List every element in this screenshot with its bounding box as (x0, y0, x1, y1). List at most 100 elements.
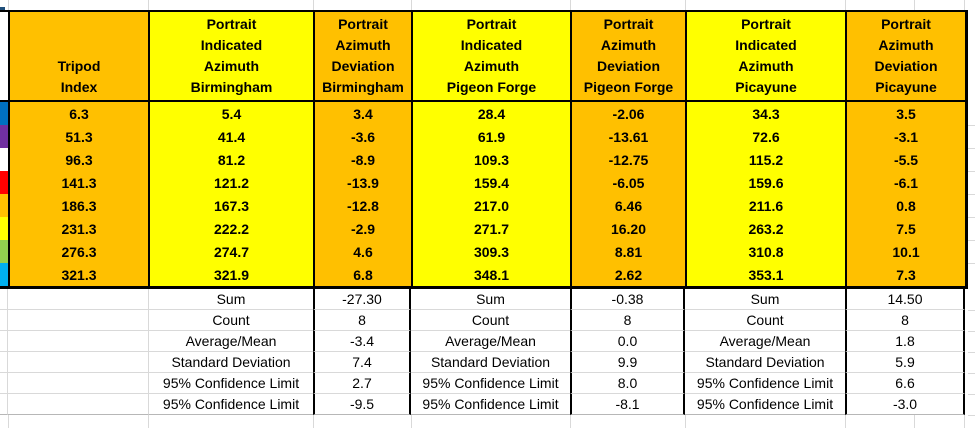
header-cell-indicated-pigeon-forge[interactable]: Portrait Indicated Azimuth Pigeon Forge (411, 12, 570, 102)
summary-value-picayune[interactable]: 5.9 (845, 352, 965, 373)
summary-value-picayune[interactable]: 14.50 (845, 289, 965, 310)
data-cell-tripod[interactable]: 276.3 (8, 240, 148, 263)
data-cell-pf_ind[interactable]: 309.3 (411, 240, 570, 263)
header-cell-deviation-picayune[interactable]: Portrait Azimuth Deviation Picayune (845, 12, 965, 102)
summary-empty-cell[interactable] (8, 310, 148, 331)
data-cell-pc_ind[interactable]: 34.3 (685, 102, 845, 125)
summary-label-picayune[interactable]: 95% Confidence Limit (685, 394, 845, 415)
summary-value-birmingham[interactable]: 7.4 (313, 352, 411, 373)
summary-value-pigeon_forge[interactable]: 9.9 (570, 352, 685, 373)
summary-label-pigeon_forge[interactable]: Count (411, 310, 570, 331)
data-cell-pc_dev[interactable]: -6.1 (845, 171, 965, 194)
data-cell-pf_dev[interactable]: 16.20 (570, 217, 685, 240)
summary-value-picayune[interactable]: 8 (845, 310, 965, 331)
data-cell-pc_dev[interactable]: 7.3 (845, 263, 965, 286)
data-cell-pc_dev[interactable]: -3.1 (845, 125, 965, 148)
header-cell-tripod-index[interactable]: Tripod Index (8, 12, 148, 102)
data-cell-pf_ind[interactable]: 159.4 (411, 171, 570, 194)
data-cell-pf_ind[interactable]: 109.3 (411, 148, 570, 171)
data-cell-pc_dev[interactable]: 7.5 (845, 217, 965, 240)
summary-label-picayune[interactable]: Average/Mean (685, 331, 845, 352)
data-cell-pf_dev[interactable]: -2.06 (570, 102, 685, 125)
summary-label-picayune[interactable]: Standard Deviation (685, 352, 845, 373)
summary-label-pigeon_forge[interactable]: Sum (411, 289, 570, 310)
summary-empty-cell[interactable] (8, 331, 148, 352)
data-cell-pf_dev[interactable]: 2.62 (570, 263, 685, 286)
data-cell-pf_dev[interactable]: -13.61 (570, 125, 685, 148)
data-cell-b_dev[interactable]: -12.8 (313, 194, 411, 217)
data-cell-pc_dev[interactable]: 10.1 (845, 240, 965, 263)
summary-value-picayune[interactable]: 6.6 (845, 373, 965, 394)
data-cell-b_dev[interactable]: 4.6 (313, 240, 411, 263)
data-cell-b_ind[interactable]: 121.2 (148, 171, 313, 194)
header-cell-indicated-picayune[interactable]: Portrait Indicated Azimuth Picayune (685, 12, 845, 102)
summary-label-picayune[interactable]: Sum (685, 289, 845, 310)
data-cell-pf_dev[interactable]: 8.81 (570, 240, 685, 263)
summary-value-picayune[interactable]: -3.0 (845, 394, 965, 415)
summary-value-birmingham[interactable]: -3.4 (313, 331, 411, 352)
data-cell-pc_ind[interactable]: 211.6 (685, 194, 845, 217)
data-cell-pc_ind[interactable]: 263.2 (685, 217, 845, 240)
data-cell-pc_ind[interactable]: 353.1 (685, 263, 845, 286)
summary-label-birmingham[interactable]: Count (148, 310, 313, 331)
data-cell-b_dev[interactable]: -13.9 (313, 171, 411, 194)
summary-label-picayune[interactable]: Count (685, 310, 845, 331)
data-cell-tripod[interactable]: 186.3 (8, 194, 148, 217)
data-cell-tripod[interactable]: 96.3 (8, 148, 148, 171)
data-cell-tripod[interactable]: 141.3 (8, 171, 148, 194)
data-cell-pc_ind[interactable]: 115.2 (685, 148, 845, 171)
row-color-column-header[interactable] (0, 12, 8, 102)
data-cell-b_ind[interactable]: 81.2 (148, 148, 313, 171)
summary-empty-cell[interactable] (8, 394, 148, 415)
data-cell-b_dev[interactable]: -8.9 (313, 148, 411, 171)
data-cell-b_ind[interactable]: 321.9 (148, 263, 313, 286)
summary-label-pigeon_forge[interactable]: Standard Deviation (411, 352, 570, 373)
data-cell-b_ind[interactable]: 5.4 (148, 102, 313, 125)
summary-value-pigeon_forge[interactable]: 0.0 (570, 331, 685, 352)
data-cell-pc_ind[interactable]: 310.8 (685, 240, 845, 263)
summary-value-pigeon_forge[interactable]: -8.1 (570, 394, 685, 415)
data-cell-tripod[interactable]: 6.3 (8, 102, 148, 125)
data-cell-tripod[interactable]: 51.3 (8, 125, 148, 148)
summary-label-picayune[interactable]: 95% Confidence Limit (685, 373, 845, 394)
data-cell-tripod[interactable]: 321.3 (8, 263, 148, 286)
data-cell-pc_dev[interactable]: 3.5 (845, 102, 965, 125)
data-cell-tripod[interactable]: 231.3 (8, 217, 148, 240)
data-cell-pf_ind[interactable]: 271.7 (411, 217, 570, 240)
data-cell-b_ind[interactable]: 167.3 (148, 194, 313, 217)
summary-value-birmingham[interactable]: 8 (313, 310, 411, 331)
data-cell-pf_ind[interactable]: 61.9 (411, 125, 570, 148)
data-cell-pc_ind[interactable]: 159.6 (685, 171, 845, 194)
data-cell-b_dev[interactable]: 6.8 (313, 263, 411, 286)
data-cell-pc_dev[interactable]: 0.8 (845, 194, 965, 217)
summary-value-pigeon_forge[interactable]: -0.38 (570, 289, 685, 310)
header-cell-deviation-pigeon-forge[interactable]: Portrait Azimuth Deviation Pigeon Forge (570, 12, 685, 102)
data-cell-b_ind[interactable]: 41.4 (148, 125, 313, 148)
summary-label-pigeon_forge[interactable]: Average/Mean (411, 331, 570, 352)
summary-value-birmingham[interactable]: 2.7 (313, 373, 411, 394)
data-cell-pf_dev[interactable]: 6.46 (570, 194, 685, 217)
summary-label-birmingham[interactable]: Average/Mean (148, 331, 313, 352)
summary-empty-cell[interactable] (8, 352, 148, 373)
data-cell-b_ind[interactable]: 222.2 (148, 217, 313, 240)
summary-value-pigeon_forge[interactable]: 8.0 (570, 373, 685, 394)
summary-empty-cell[interactable] (8, 373, 148, 394)
data-cell-pf_ind[interactable]: 28.4 (411, 102, 570, 125)
data-cell-pf_ind[interactable]: 348.1 (411, 263, 570, 286)
header-cell-indicated-birmingham[interactable]: Portrait Indicated Azimuth Birmingham (148, 12, 313, 102)
data-cell-b_dev[interactable]: 3.4 (313, 102, 411, 125)
data-cell-b_dev[interactable]: -3.6 (313, 125, 411, 148)
summary-label-birmingham[interactable]: Sum (148, 289, 313, 310)
summary-empty-cell[interactable] (8, 289, 148, 310)
data-cell-pf_ind[interactable]: 217.0 (411, 194, 570, 217)
data-cell-pc_ind[interactable]: 72.6 (685, 125, 845, 148)
data-cell-b_dev[interactable]: -2.9 (313, 217, 411, 240)
summary-label-birmingham[interactable]: 95% Confidence Limit (148, 394, 313, 415)
summary-label-pigeon_forge[interactable]: 95% Confidence Limit (411, 394, 570, 415)
data-cell-pf_dev[interactable]: -6.05 (570, 171, 685, 194)
summary-value-birmingham[interactable]: -27.30 (313, 289, 411, 310)
data-cell-b_ind[interactable]: 274.7 (148, 240, 313, 263)
summary-label-pigeon_forge[interactable]: 95% Confidence Limit (411, 373, 570, 394)
data-cell-pc_dev[interactable]: -5.5 (845, 148, 965, 171)
header-cell-deviation-birmingham[interactable]: Portrait Azimuth Deviation Birmingham (313, 12, 411, 102)
